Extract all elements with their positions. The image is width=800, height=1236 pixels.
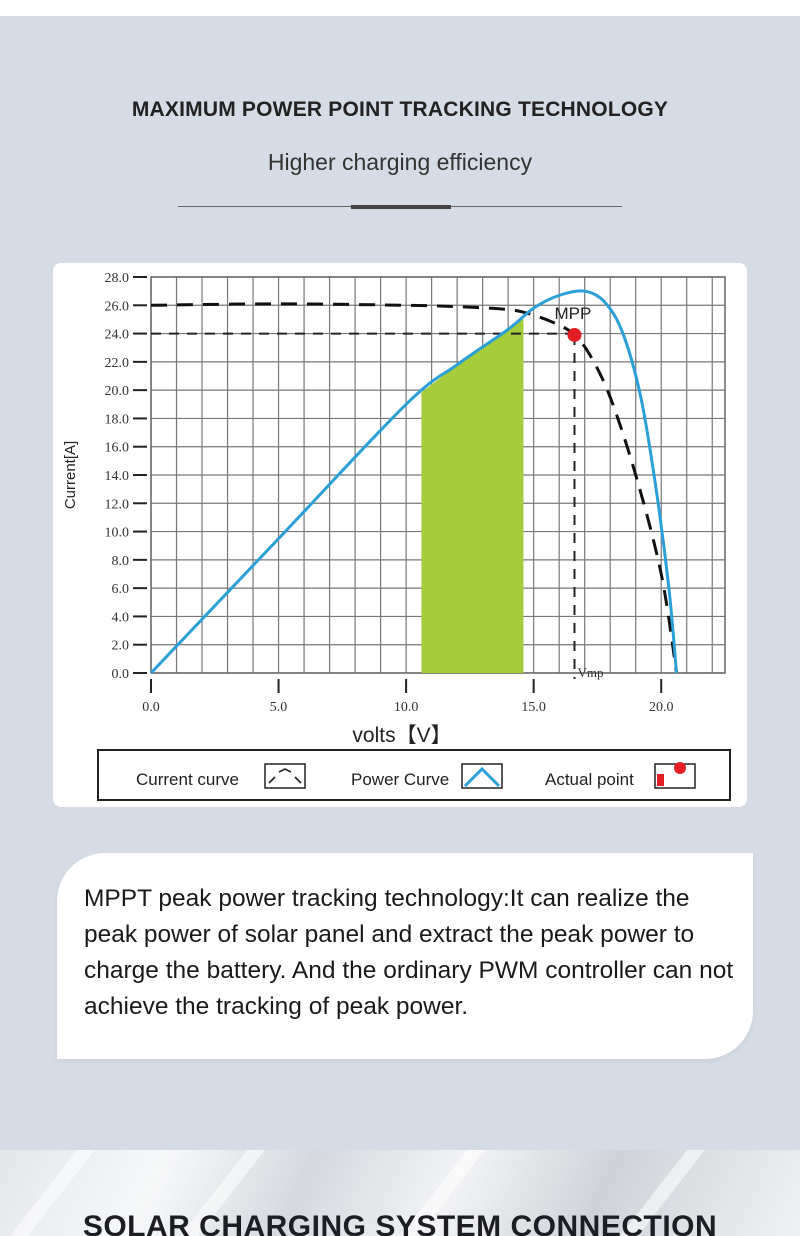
shaded-power-area [421, 316, 524, 673]
y-tick-label: 22.0 [105, 356, 130, 371]
y-tick-label: 6.0 [112, 582, 130, 597]
x-tick-label: 5.0 [270, 700, 288, 715]
y-tick-label: 16.0 [105, 441, 130, 456]
chart-axes: 0.0 2.0 4.0 6.0 8.0 10.0 12.0 14.0 16.0 18.0 20.0 2… [105, 271, 674, 715]
y-tick-label: 28.0 [105, 271, 130, 286]
y-tick-label: 18.0 [105, 412, 130, 427]
mpp-chart: 0.0 2.0 4.0 6.0 8.0 10.0 12.0 14.0 16.0 18.0 20.0 2… [62, 271, 731, 801]
y-tick-label: 20.0 [105, 384, 130, 399]
description-text: MPPT peak power tracking technology:It c… [84, 885, 734, 1020]
y-tick-label: 8.0 [112, 554, 130, 569]
legend-box [97, 749, 731, 801]
chart-card: 0.0 2.0 4.0 6.0 8.0 10.0 12.0 14.0 16.0 18.0 20.0 2… [53, 263, 747, 807]
title-divider-accent [351, 205, 451, 209]
actual-point-icon [654, 762, 696, 789]
legend: Current curve Power Curve Actual point [97, 749, 731, 801]
power-curve-line [149, 289, 679, 675]
page-subtitle: Higher charging efficiency [267, 149, 533, 175]
legend-label-current: Current curve [136, 770, 239, 789]
y-tick-label: 0.0 [112, 667, 130, 682]
x-axis-title: volts【V】 [352, 724, 451, 747]
y-tick-label: 2.0 [112, 639, 130, 654]
y-tick-label: 4.0 [112, 610, 130, 625]
current-curve-icon [264, 763, 306, 789]
legend-label-actual: Actual point [545, 770, 634, 789]
y-tick-label: 14.0 [105, 469, 130, 484]
description-card: MPPT peak power tracking technology:It c… [57, 853, 753, 1059]
top-band [0, 0, 800, 16]
section-title: SOLAR CHARGING SYSTEM CONNECTION [82, 1210, 718, 1236]
y-tick-label: 26.0 [105, 299, 130, 314]
current-curve-line [150, 302, 679, 674]
footer-band: SOLAR CHARGING SYSTEM CONNECTION [0, 1150, 800, 1236]
x-tick-label: 0.0 [142, 700, 160, 715]
page-title: MAXIMUM POWER POINT TRACKING TECHNOLOGY [131, 98, 669, 121]
x-tick-label: 10.0 [394, 700, 419, 715]
mpp-label: MPP [554, 304, 591, 323]
y-tick-label: 12.0 [105, 497, 130, 512]
y-tick-label: 24.0 [105, 328, 130, 343]
reference-lines [151, 332, 576, 679]
x-tick-label: 20.0 [649, 700, 674, 715]
x-tick-label: 15.0 [521, 700, 546, 715]
y-tick-label: 10.0 [105, 526, 130, 541]
legend-label-power: Power Curve [351, 770, 449, 789]
power-curve-icon [461, 763, 503, 789]
mpp-point [567, 327, 582, 342]
y-axis-title: Current[A] [62, 441, 79, 509]
vmp-label: Vmp [577, 665, 603, 680]
